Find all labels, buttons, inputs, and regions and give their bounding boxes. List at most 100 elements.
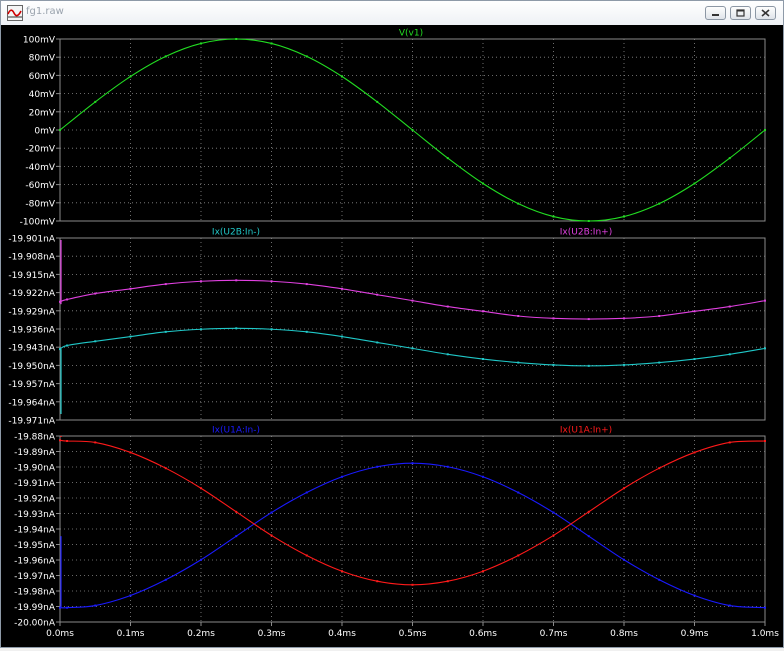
middle-ytick-label: -19.915nA bbox=[8, 271, 55, 281]
top-ytick-label: -60mV bbox=[25, 181, 55, 191]
top-ytick-label: 100mV bbox=[23, 36, 56, 46]
data-point-ix-u1a-in bbox=[764, 607, 766, 609]
xtick-label: 0.5ms bbox=[399, 629, 427, 639]
middle-ytick-label: -19.936nA bbox=[8, 326, 55, 336]
maximize-icon bbox=[731, 7, 750, 19]
bottom-ytick-label: -19.95nA bbox=[14, 541, 56, 551]
data-point-ix-u2b-in bbox=[376, 294, 378, 296]
close-icon bbox=[756, 7, 775, 19]
data-point-v-v1 bbox=[482, 183, 484, 185]
data-point-ix-u1a-in bbox=[66, 440, 68, 442]
data-point-v-v1 bbox=[694, 183, 696, 185]
data-point-ix-u2b-in bbox=[729, 306, 731, 308]
data-point-v-v1 bbox=[729, 157, 731, 159]
data-point-ix-u2b-in bbox=[412, 347, 414, 349]
data-point-ix-u1a-in bbox=[306, 554, 308, 556]
data-point-ix-u2b-in bbox=[553, 317, 555, 319]
bottom-ytick-label: -19.96nA bbox=[14, 557, 56, 567]
trace-label-ix-u1a-in: Ix(U1A:In+) bbox=[560, 426, 612, 436]
trace-label-ix-u2b-in: Ix(U2B:In+) bbox=[560, 228, 612, 238]
data-point-ix-u1a-in bbox=[553, 534, 555, 536]
data-point-ix-u1a-in bbox=[200, 559, 202, 561]
xtick-label: 0.8ms bbox=[610, 629, 638, 639]
data-point-ix-u2b-in bbox=[764, 347, 766, 349]
middle-ytick-label: -19.908nA bbox=[8, 253, 55, 263]
bottom-ytick-label: -19.91nA bbox=[14, 479, 56, 489]
middle-ytick-label: -19.957nA bbox=[8, 380, 55, 390]
trace-label-v-v1: V(v1) bbox=[399, 29, 423, 39]
data-point-v-v1 bbox=[200, 42, 202, 44]
top-ytick-label: 20mV bbox=[29, 108, 56, 118]
middle-ytick-label: -19.943nA bbox=[8, 344, 55, 354]
data-point-ix-u2b-in bbox=[623, 364, 625, 366]
data-point-ix-u2b-in bbox=[447, 306, 449, 308]
top-ytick-label: 0mV bbox=[34, 127, 55, 137]
data-point-ix-u1a-in bbox=[412, 584, 414, 586]
data-point-ix-u2b-in bbox=[482, 310, 484, 312]
bottom-ytick-label: -19.90nA bbox=[14, 464, 56, 474]
data-point-v-v1 bbox=[588, 220, 590, 222]
data-point-v-v1 bbox=[376, 101, 378, 103]
data-point-ix-u2b-in bbox=[130, 288, 132, 290]
window-title: fg1.raw bbox=[26, 6, 64, 17]
data-point-ix-u1a-in bbox=[200, 487, 202, 489]
top-ytick-label: 40mV bbox=[29, 90, 56, 100]
data-point-ix-u2b-in bbox=[517, 362, 519, 364]
title-bar[interactable]: fg1.raw bbox=[1, 1, 783, 25]
ltspice-waveform-icon bbox=[7, 5, 23, 21]
data-point-v-v1 bbox=[412, 129, 414, 131]
data-point-ix-u1a-in bbox=[271, 534, 273, 536]
data-point-v-v1 bbox=[306, 55, 308, 57]
bottom-ytick-label: -19.97nA bbox=[14, 572, 56, 582]
data-point-v-v1 bbox=[517, 203, 519, 205]
data-point-ix-u1a-in bbox=[94, 605, 96, 607]
data-point-ix-u1a-in bbox=[66, 607, 68, 609]
data-point-ix-u2b-in bbox=[306, 283, 308, 285]
xtick-label: 0.0ms bbox=[46, 629, 74, 639]
close-button[interactable] bbox=[755, 6, 776, 20]
top-ytick-label: -40mV bbox=[25, 163, 55, 173]
xtick-label: 0.4ms bbox=[328, 629, 356, 639]
data-point-ix-u2b-in bbox=[306, 331, 308, 333]
data-point-ix-u2b-in bbox=[588, 318, 590, 320]
waveform-plot[interactable]: 100mV 80mV 60mV 40mV 20mV 0mV -20mV -40mV -60mV -… bbox=[1, 25, 783, 647]
trace-label-ix-u2b-in: Ix(U2B:In-) bbox=[212, 228, 260, 238]
maximize-button[interactable] bbox=[730, 6, 751, 20]
data-point-ix-u2b-in bbox=[66, 345, 68, 347]
bottom-ytick-label: -19.93nA bbox=[14, 510, 56, 520]
data-point-ix-u2b-in bbox=[235, 279, 237, 281]
data-point-ix-u1a-in bbox=[517, 492, 519, 494]
bottom-ytick-label: -19.92nA bbox=[14, 495, 56, 505]
xtick-label: 1.0ms bbox=[751, 629, 779, 639]
data-point-ix-u2b-in bbox=[588, 365, 590, 367]
data-point-v-v1 bbox=[658, 203, 660, 205]
minimize-icon bbox=[706, 7, 725, 19]
top-ytick-label: 80mV bbox=[29, 54, 56, 64]
top-ytick-label: -100mV bbox=[20, 218, 56, 228]
middle-ytick-label: -19.950nA bbox=[8, 362, 55, 372]
top-ytick-label: 60mV bbox=[29, 72, 56, 82]
data-point-v-v1 bbox=[271, 42, 273, 44]
data-point-ix-u2b-in bbox=[729, 353, 731, 355]
data-point-ix-u1a-in bbox=[271, 512, 273, 514]
bottom-ytick-label: -20.00nA bbox=[14, 619, 56, 629]
data-point-ix-u2b-in bbox=[165, 283, 167, 285]
data-point-ix-u2b-in bbox=[341, 288, 343, 290]
data-point-ix-u1a-in bbox=[447, 580, 449, 582]
data-point-ix-u1a-in bbox=[165, 579, 167, 581]
data-point-ix-u2b-in bbox=[623, 317, 625, 319]
data-point-ix-u2b-in bbox=[66, 298, 68, 300]
trace-label-ix-u1a-in: Ix(U1A:In-) bbox=[212, 426, 260, 436]
top-ytick-label: -80mV bbox=[25, 199, 55, 209]
data-point-ix-u1a-in bbox=[482, 570, 484, 572]
data-point-ix-u1a-in bbox=[658, 467, 660, 469]
plot-area[interactable]: 100mV 80mV 60mV 40mV 20mV 0mV -20mV -40mV -60mV -… bbox=[1, 25, 783, 647]
data-point-ix-u2b-in bbox=[94, 340, 96, 342]
data-point-ix-u1a-in bbox=[694, 595, 696, 597]
minimize-button[interactable] bbox=[705, 6, 726, 20]
data-point-v-v1 bbox=[130, 75, 132, 77]
middle-ytick-label: -19.964nA bbox=[8, 398, 55, 408]
data-point-ix-u1a-in bbox=[235, 511, 237, 513]
data-point-v-v1 bbox=[341, 75, 343, 77]
